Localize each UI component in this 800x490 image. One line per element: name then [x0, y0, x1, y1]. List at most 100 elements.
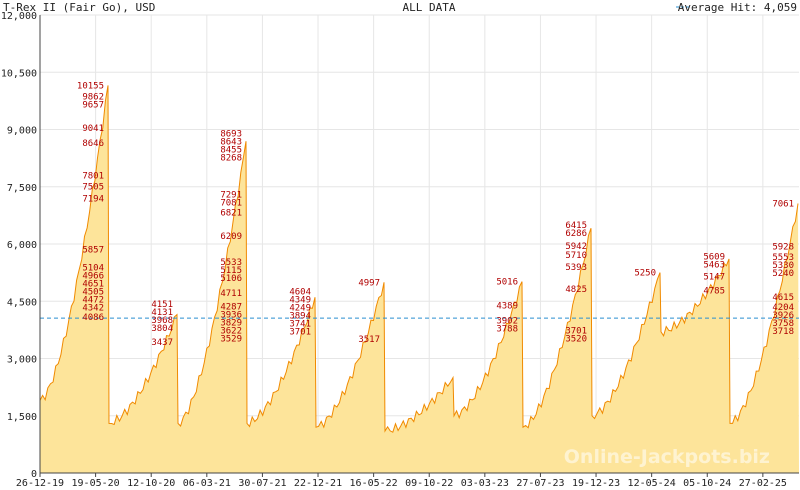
peak-value-label: 4711: [220, 289, 242, 299]
peak-value-label: 6209: [220, 232, 242, 242]
peak-value-label: 5104: [82, 263, 104, 273]
y-tick-label: 4,500: [7, 297, 37, 308]
peak-value-label: 3517: [358, 335, 380, 345]
peak-value-label: 5106: [220, 274, 242, 284]
x-tick-label: 06-03-21: [183, 478, 231, 489]
y-tick-labels: 0 1,500 3,000 4,500 6,000 7,500 9,000 10,500 12,…: [1, 11, 37, 480]
peak-value-label: 7505: [82, 183, 104, 193]
x-tick-label: 26-12-19: [16, 478, 64, 489]
peak-value-label: 9041: [82, 124, 104, 134]
peak-value-label: 4349: [289, 296, 311, 306]
axes: [39, 15, 799, 477]
y-tick-label: 0: [31, 469, 37, 480]
peak-value-label: 4615: [772, 293, 794, 303]
peak-value-label: 4249: [289, 304, 311, 314]
x-tick-label: 16-05-22: [350, 478, 398, 489]
peak-value-label: 3902: [496, 316, 518, 326]
y-tick-label: 1,500: [7, 412, 37, 423]
peak-value-label: 8643: [220, 137, 242, 147]
x-tick-label: 22-12-21: [294, 478, 342, 489]
peak-value-label: 4342: [82, 303, 104, 313]
x-tick-label: 12-05-24: [628, 478, 676, 489]
peak-value-label: 3437: [151, 338, 173, 348]
peak-value-label: 3788: [496, 324, 518, 334]
chart-title: T-Rex II (Fair Go), USD: [3, 1, 155, 14]
peak-value-label: 4604: [289, 288, 311, 298]
x-tick-label: 30-07-21: [238, 478, 286, 489]
peak-value-label: 3741: [289, 320, 311, 330]
x-tick-label: 19-05-20: [72, 478, 120, 489]
peak-value-label: 4131: [151, 308, 173, 318]
peak-value-label: 7801: [82, 171, 104, 181]
peak-value-label: 4505: [82, 287, 104, 297]
peak-value-label: 3622: [220, 326, 242, 336]
peak-value-label: 3804: [151, 324, 173, 334]
x-tick-label: 05-10-24: [683, 478, 731, 489]
y-tick-label: 3,000: [7, 355, 37, 366]
peak-value-label: 6286: [565, 229, 587, 239]
peak-value-label: 5609: [703, 252, 725, 262]
peak-value-label: 3926: [772, 311, 794, 321]
y-tick-label: 9,000: [7, 126, 37, 137]
peak-value-label: 5857: [82, 245, 104, 255]
y-tick-label: 6,000: [7, 240, 37, 251]
peak-value-label: 3529: [220, 334, 242, 344]
peak-value-label: 4785: [703, 286, 725, 296]
peak-value-label: 5533: [220, 258, 242, 268]
peak-value-label: 4086: [82, 313, 104, 323]
peak-value-label: 3520: [565, 335, 587, 345]
peak-value-label: 10155: [77, 81, 104, 91]
peak-value-label: 3701: [565, 327, 587, 337]
peak-value-label: 5330: [772, 261, 794, 271]
y-tick-label: 12,000: [1, 11, 37, 22]
peak-value-label: 5942: [565, 242, 587, 252]
watermark: Online-Jackpots.biz: [564, 446, 770, 468]
y-tick-label: 10,500: [1, 68, 37, 79]
data-area-fill: [40, 85, 799, 474]
x-tick-label: 19-12-23: [572, 478, 620, 489]
peak-value-label: 5393: [565, 263, 587, 273]
peak-value-label: 3829: [220, 318, 242, 328]
x-tick-label: 27-07-23: [516, 478, 564, 489]
data-area: [39, 85, 799, 474]
peak-value-label: 5240: [772, 269, 794, 279]
peak-value-label: 8646: [82, 139, 104, 149]
peak-value-label: 5016: [496, 278, 518, 288]
peak-value-label: 4966: [82, 271, 104, 281]
peak-value-label: 8693: [220, 129, 242, 139]
peak-value-label: 5250: [634, 269, 656, 279]
y-tick-label: 7,500: [7, 183, 37, 194]
x-tick-label: 12-10-20: [127, 478, 175, 489]
peak-value-label: 5710: [565, 251, 587, 261]
x-tick-label: 09-10-22: [405, 478, 453, 489]
peak-value-label: 4287: [220, 302, 242, 312]
peak-value-label: 4389: [496, 301, 518, 311]
peak-value-label: 7194: [82, 194, 104, 204]
x-tick-label: 03-03-23: [461, 478, 509, 489]
peak-value-label: 5553: [772, 253, 794, 263]
peak-value-label: 4472: [82, 295, 104, 305]
peak-value-label: 8268: [220, 153, 242, 163]
peak-value-label: 9657: [82, 100, 104, 110]
peak-value-label: 3936: [220, 310, 242, 320]
peak-value-label: 8455: [220, 145, 242, 155]
legend-average: Average Hit: 4,059: [678, 1, 797, 14]
x-tick-labels: 26-12-19 19-05-20 12-10-20 06-03-21 30-07-21…: [16, 478, 787, 489]
peak-value-label: 3894: [289, 312, 311, 322]
peak-value-label: 5147: [703, 273, 725, 283]
chart-subtitle: ALL DATA: [403, 1, 456, 14]
data-series-line: [39, 85, 799, 433]
peak-value-label: 7291: [220, 191, 242, 201]
x-tick-label: 27-02-25: [739, 478, 787, 489]
peak-value-label: 4151: [151, 300, 173, 310]
peak-value-label: 5928: [772, 243, 794, 253]
peak-value-label: 4651: [82, 279, 104, 289]
peak-value-label: 4825: [565, 285, 587, 295]
peak-value-label: 3718: [772, 327, 794, 337]
peak-value-label: 5463: [703, 260, 725, 270]
peak-value-label: 4997: [358, 278, 380, 288]
peak-value-label: 6821: [220, 209, 242, 219]
peak-value-label: 6415: [565, 221, 587, 231]
